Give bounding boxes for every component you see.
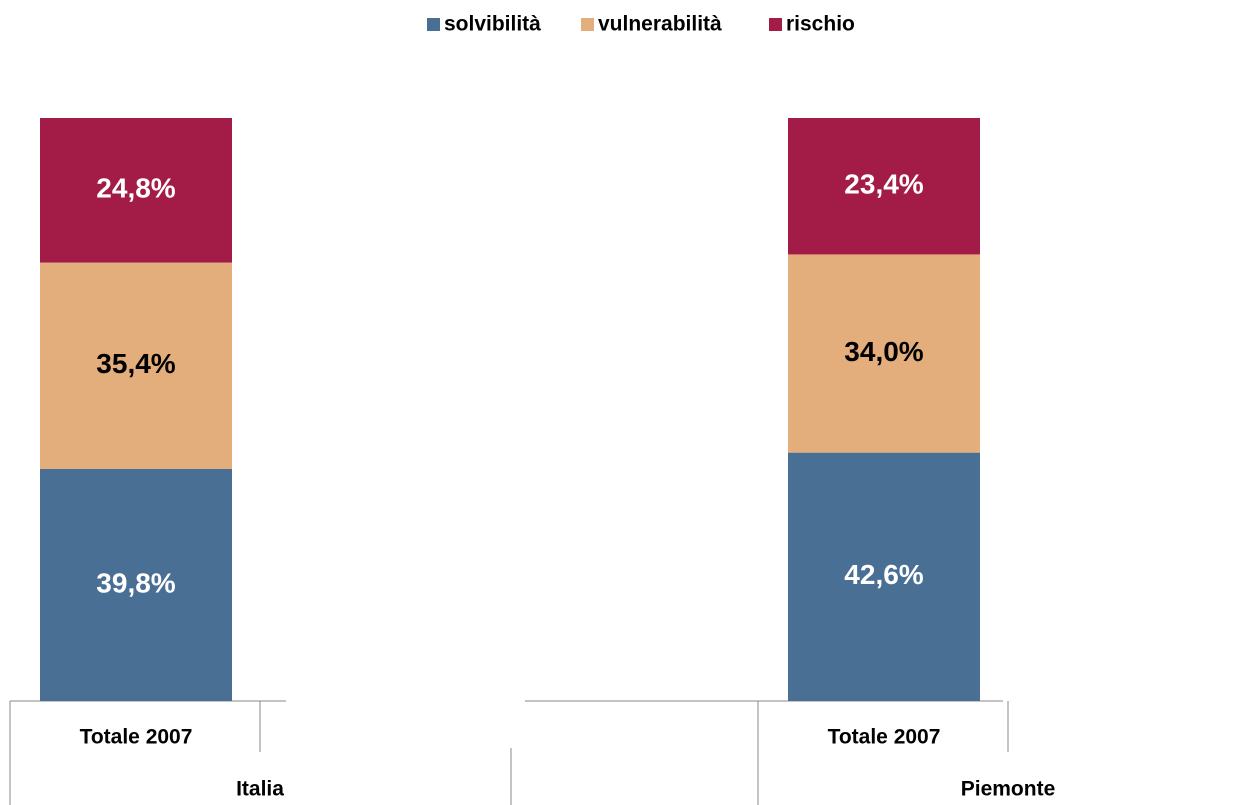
- data-label: 34,0%: [844, 336, 923, 367]
- bar-segment: [40, 262, 232, 469]
- bar-segment: [788, 118, 980, 255]
- legend-swatch: [769, 18, 782, 31]
- x-tick-label: Totale 2007: [80, 726, 193, 749]
- bar-segment: [40, 468, 232, 701]
- data-label: 23,4%: [844, 169, 923, 200]
- legend-swatch: [427, 18, 440, 31]
- category-axis: [9, 700, 1009, 805]
- bar-segment: [788, 452, 980, 701]
- x-tick-label: Totale 2007: [828, 726, 941, 749]
- data-label: 42,6%: [844, 559, 923, 590]
- legend-label: vulnerabilità: [598, 13, 722, 36]
- data-label: 35,4%: [96, 348, 175, 379]
- legend-label: solvibilità: [444, 13, 541, 36]
- bar-segment: [788, 254, 980, 453]
- group-label: Italia: [236, 778, 284, 801]
- data-label: 24,8%: [96, 173, 175, 204]
- legend-swatch: [581, 18, 594, 31]
- data-label: 39,8%: [96, 567, 175, 598]
- bar-segment: [40, 118, 232, 263]
- legend-label: rischio: [786, 13, 855, 36]
- group-label: Piemonte: [961, 778, 1056, 801]
